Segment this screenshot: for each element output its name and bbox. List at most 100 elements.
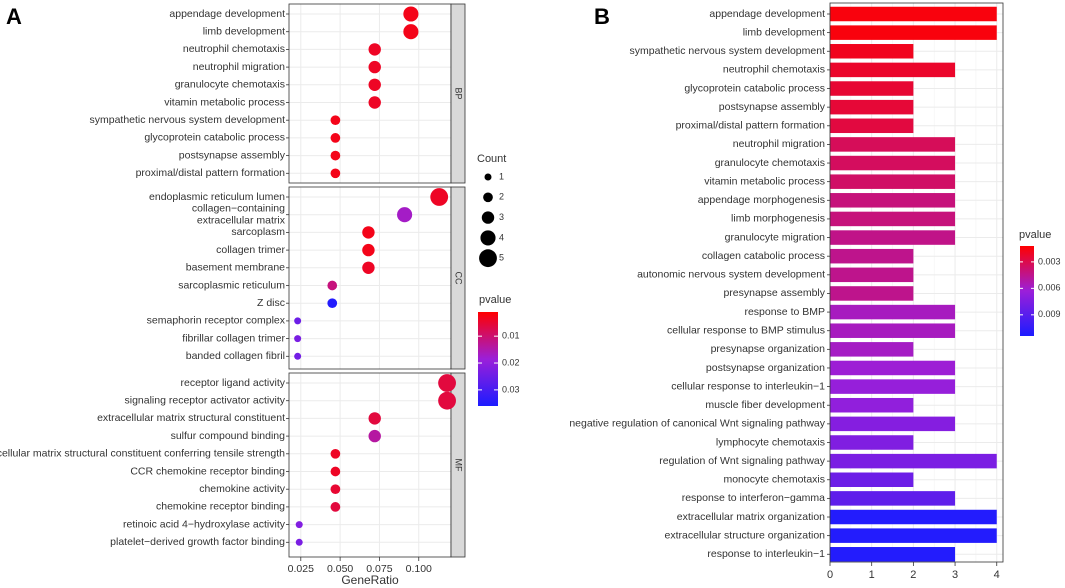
term-label: chemokine activity — [199, 483, 286, 495]
dot-point — [362, 261, 375, 274]
bar-term-label: response to BMP — [744, 306, 825, 318]
dot-point — [294, 317, 302, 325]
dot-point — [368, 78, 381, 92]
dot-point — [294, 335, 302, 343]
panel-label-b: B — [594, 4, 610, 29]
bar-term-label: autonomic nervous system development — [637, 269, 825, 281]
barplot-pvalue-legend: pvalue 0.003 0.006 0.009 — [1019, 229, 1061, 336]
bar — [830, 155, 956, 171]
dot-point — [330, 133, 341, 143]
dot-point — [362, 226, 375, 239]
bar — [830, 416, 956, 432]
term-label: CCR chemokine receptor binding — [130, 465, 285, 477]
bar — [830, 118, 914, 134]
count-legend-label: 1 — [499, 171, 504, 181]
bar — [830, 174, 956, 189]
bar-term-label: appendage morphogenesis — [698, 194, 825, 206]
term-label: neutrophil migration — [193, 61, 285, 73]
dotplot-pvalue-legend-title: pvalue — [479, 294, 511, 306]
x-tick-label: 2 — [910, 569, 916, 581]
barplot-background — [830, 3, 1003, 562]
bar — [830, 453, 997, 469]
bar-term-label: postsynapse assembly — [719, 101, 826, 113]
term-label: limb development — [203, 25, 285, 37]
term-label: sarcoplasm — [231, 226, 285, 238]
facet-panel-bp — [289, 4, 451, 183]
barplot-term-labels: appendage development limb development sym… — [569, 8, 830, 560]
bar-term-label: vitamin metabolic process — [704, 175, 825, 187]
bar-term-label: collagen catabolic process — [702, 250, 825, 262]
facet-strip-bp — [450, 3, 466, 184]
count-legend-label: 3 — [499, 212, 504, 222]
term-label: semaphorin receptor complex — [147, 315, 286, 327]
term-label: vitamin metabolic process — [164, 96, 285, 108]
bar-term-label: granulocyte migration — [725, 231, 826, 243]
bar — [830, 248, 914, 264]
bar-term-label: neutrophil chemotaxis — [723, 64, 825, 76]
bar — [830, 286, 914, 301]
count-legend-dot — [481, 211, 495, 224]
colorbar-tick-label: 0.006 — [1038, 283, 1061, 293]
bar — [830, 267, 914, 283]
bar-term-label: response to interferon−gamma — [682, 492, 825, 504]
dot-point — [294, 352, 302, 360]
bar — [830, 397, 914, 413]
bar-term-label: negative regulation of canonical Wnt sig… — [569, 418, 825, 430]
x-tick-label: 1 — [869, 569, 875, 581]
bar — [830, 509, 997, 525]
bar — [830, 211, 956, 227]
dot-point — [368, 60, 381, 74]
dot-point — [403, 6, 419, 22]
dotplot-pvalue-legend: pvalue 0.01 0.02 0.03 — [478, 294, 520, 406]
dot-point — [397, 207, 413, 223]
count-size-legend: Count 1 2 3 4 5 — [477, 153, 506, 268]
bar-term-label: cellular response to BMP stimulus — [667, 324, 825, 336]
term-label: glycoprotein catabolic process — [144, 132, 285, 144]
term-label: Z disc — [257, 297, 285, 309]
barplot-x-axis: 0 1 2 3 4 — [827, 562, 1000, 581]
dot-point — [327, 298, 338, 309]
bar-term-label: appendage development — [709, 8, 825, 20]
bar-term-label: response to interleukin−1 — [707, 548, 825, 560]
bar — [830, 528, 997, 543]
dot-point — [403, 24, 419, 40]
bar-term-label: muscle fiber development — [705, 399, 825, 411]
bar — [830, 44, 914, 59]
term-label: collagen−containing — [192, 202, 285, 214]
term-label: fibrillar collagen trimer — [182, 332, 285, 344]
bar-term-label: lymphocyte chemotaxis — [716, 436, 825, 448]
bar — [830, 230, 956, 245]
colorbar-tick-label: 0.02 — [502, 357, 520, 367]
term-label: granulocyte chemotaxis — [175, 79, 285, 91]
bar-term-label: extracellular matrix organization — [677, 511, 825, 523]
bar-term-label: postsynapse organization — [706, 362, 825, 374]
dot-point — [368, 412, 381, 425]
bar — [830, 435, 914, 450]
term-label: receptor ligand activity — [181, 377, 286, 389]
dot-point — [295, 521, 303, 529]
bar — [830, 491, 956, 506]
barplot-border — [829, 2, 1004, 563]
count-legend-label: 4 — [499, 232, 504, 242]
term-label: retinoic acid 4−hydroxylase activity — [123, 518, 286, 530]
bar-term-label: glycoprotein catabolic process — [684, 82, 825, 94]
term-label: extracellular matrix — [197, 214, 286, 226]
bar-term-label: presynapse assembly — [723, 287, 825, 299]
dot-point — [330, 448, 341, 459]
x-tick-label: 0.050 — [327, 563, 353, 575]
count-legend-dot — [483, 192, 493, 203]
bar — [830, 25, 997, 40]
count-legend-dot — [479, 249, 497, 268]
bar — [830, 547, 956, 562]
bar-term-label: cellular response to interleukin−1 — [671, 380, 825, 392]
dotplot-term-labels: appendage development limb development neu… — [0, 8, 289, 548]
term-label: sympathetic nervous system development — [89, 114, 285, 126]
x-tick-label: 3 — [952, 569, 958, 581]
dot-point — [295, 538, 303, 546]
bar — [830, 137, 956, 152]
colorbar-tick-label: 0.01 — [502, 331, 520, 341]
bar-term-label: presynapse organization — [711, 343, 826, 355]
bar-term-label: limb morphogenesis — [731, 213, 825, 225]
dot-point — [330, 466, 341, 477]
